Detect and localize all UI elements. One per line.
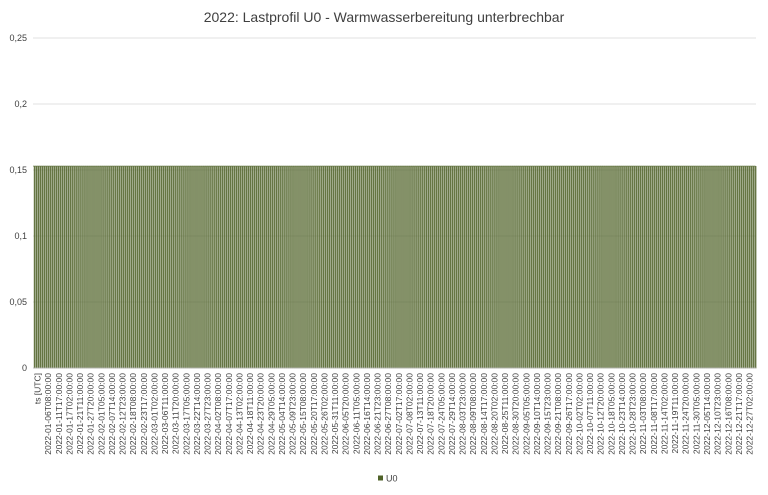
x-tick-label: 2022-04-29T05:00:00 [266,373,276,455]
x-tick-label: 2022-05-26T02:00:00 [319,373,329,455]
x-axis-ticks: ts [UTC] 2022-01-06T08:00:00 2022-01-11T17… [33,373,755,455]
x-tick-label: 2022-08-20T02:00:00 [489,373,499,455]
x-tick-label: 2022-06-16T14:00:00 [362,373,372,455]
x-tick-label: 2022-02-18T08:00:00 [128,373,138,455]
x-tick-label: 2022-09-05T05:00:00 [521,373,531,455]
x-tick-label: 2022-08-03T23:00:00 [458,373,468,455]
x-tick-label: 2022-04-13T02:00:00 [234,373,244,455]
x-tick-label: 2022-03-22T14:00:00 [192,373,202,455]
y-tick-label: 0,05 [9,297,27,307]
x-tick-label: 2022-05-31T11:00:00 [330,373,340,454]
x-tick-label: 2022-01-06T08:00:00 [43,373,53,455]
y-tick-label: 0,2 [14,99,27,109]
y-axis-ticks: 0 0,05 0,1 0,15 0,2 0,25 [9,33,27,373]
x-tick-label: 2022-02-01T05:00:00 [96,373,106,455]
x-tick-label: 2022-03-11T20:00:00 [171,373,181,454]
x-tick-label: 2022-01-21T11:00:00 [75,373,85,454]
x-tick-label: ts [UTC] [33,373,43,404]
x-tick-label: 2022-04-23T20:00:00 [256,373,266,455]
x-tick-label: 2022-11-19T11:00:00 [670,373,680,454]
x-tick-label: 2022-03-27T23:00:00 [203,373,213,455]
y-tick-label: 0,15 [9,165,27,175]
x-tick-label: 2022-03-17T05:00:00 [181,373,191,455]
x-tick-label: 2022-03-06T11:00:00 [160,373,170,454]
plot-area [33,165,757,369]
x-tick-label: 2022-07-24T05:00:00 [436,373,446,455]
x-tick-label: 2022-11-24T20:00:00 [681,373,691,454]
x-tick-label: 2022-08-14T17:00:00 [479,373,489,455]
x-tick-label: 2022-05-09T23:00:00 [288,373,298,455]
x-tick-label: 2022-10-02T02:00:00 [574,373,584,455]
x-tick-label: 2022-02-23T17:00:00 [139,373,149,455]
x-tick-label: 2022-04-07T17:00:00 [224,373,234,455]
x-tick-label: 2022-09-15T23:00:00 [543,373,553,455]
x-tick-label: 2022-12-10T23:00:00 [713,373,723,455]
x-tick-label: 2022-10-23T14:00:00 [617,373,627,455]
legend-label-u0: U0 [386,474,398,484]
x-tick-label: 2022-06-11T05:00:00 [351,373,361,454]
x-tick-label: 2022-02-12T23:00:00 [118,373,128,455]
x-tick-label: 2022-11-03T08:00:00 [638,373,648,454]
y-tick-label: 0,25 [9,33,27,43]
x-tick-label: 2022-06-27T08:00:00 [383,373,393,455]
legend: U0 [378,474,398,484]
legend-swatch-u0 [378,475,383,481]
x-tick-label: 2022-01-11T17:00:00 [54,373,64,454]
x-tick-label: 2022-08-30T20:00:00 [511,373,521,455]
x-tick-label: 2022-10-18T05:00:00 [606,373,616,455]
x-tick-label: 2022-04-02T08:00:00 [213,373,223,455]
x-tick-label: 2022-09-10T14:00:00 [532,373,542,455]
x-tick-label: 2022-08-25T11:00:00 [500,373,510,454]
x-tick-label: 2022-07-18T20:00:00 [426,373,436,455]
x-tick-label: 2022-10-12T20:00:00 [596,373,606,455]
x-tick-label: 2022-11-08T17:00:00 [649,373,659,454]
x-tick-label: 2022-07-08T02:00:00 [404,373,414,455]
x-tick-label: 2022-10-07T11:00:00 [585,373,595,454]
series-line-u0 [33,165,757,369]
x-tick-label: 2022-07-29T14:00:00 [447,373,457,455]
x-tick-label: 2022-12-05T14:00:00 [702,373,712,455]
x-tick-label: 2022-02-07T14:00:00 [107,373,117,455]
x-tick-label: 2022-07-13T11:00:00 [415,373,425,454]
y-tick-label: 0 [22,363,27,373]
y-tick-label: 0,1 [14,231,27,241]
x-tick-label: 2022-01-17T02:00:00 [64,373,74,455]
x-tick-label: 2022-09-21T08:00:00 [553,373,563,455]
x-tick-label: 2022-04-18T11:00:00 [245,373,255,454]
x-tick-label: 2022-12-16T08:00:00 [723,373,733,455]
x-tick-label: 2022-09-26T17:00:00 [564,373,574,455]
x-tick-label: 2022-07-02T17:00:00 [394,373,404,455]
x-tick-label: 2022-05-20T17:00:00 [309,373,319,455]
x-tick-label: 2022-05-15T08:00:00 [298,373,308,455]
x-tick-label: 2022-05-04T14:00:00 [277,373,287,455]
x-tick-label: 2022-12-21T17:00:00 [734,373,744,455]
x-tick-label: 2022-03-01T02:00:00 [149,373,159,455]
x-tick-label: 2022-06-05T20:00:00 [341,373,351,455]
x-tick-label: 2022-11-14T02:00:00 [659,373,669,454]
x-tick-label: 2022-11-30T05:00:00 [691,373,701,454]
x-tick-label: 2022-01-27T20:00:00 [86,373,96,455]
x-tick-label: 2022-06-21T23:00:00 [373,373,383,455]
x-tick-label: 2022-12-27T02:00:00 [745,373,755,455]
x-tick-label: 2022-08-09T08:00:00 [468,373,478,455]
x-tick-label: 2022-10-28T23:00:00 [628,373,638,455]
chart-title: 2022: Lastprofil U0 - Warmwasserbereitun… [204,9,565,25]
